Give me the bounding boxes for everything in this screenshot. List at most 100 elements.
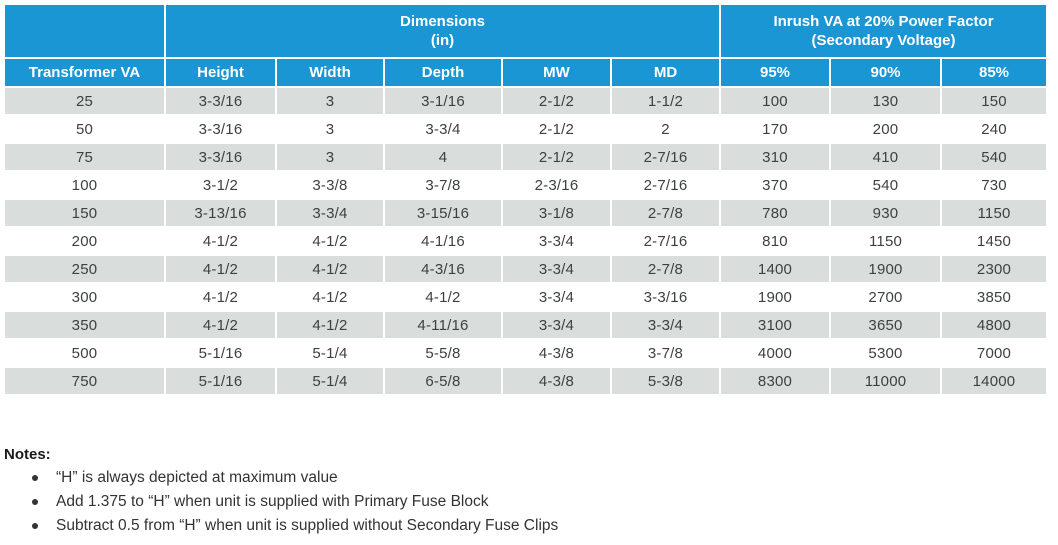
table-cell: 350 xyxy=(5,312,164,338)
table-cell: 1400 xyxy=(721,256,829,282)
table-cell: 4-3/8 xyxy=(503,340,610,366)
table-cell: 540 xyxy=(831,172,940,198)
dimensions-group-line1: Dimensions xyxy=(399,13,486,30)
table-cell: 2-1/2 xyxy=(503,144,610,170)
table-cell: 2-7/16 xyxy=(612,144,719,170)
table-cell: 4-1/2 xyxy=(277,284,383,310)
table-cell: 4-3/8 xyxy=(503,368,610,394)
column-header-height: Height xyxy=(166,59,275,86)
table-header: Dimensions (in) Inrush VA at 20% Power F… xyxy=(5,5,1047,86)
table-cell: 4-1/2 xyxy=(277,256,383,282)
bullet-icon xyxy=(32,475,38,481)
table-body: 25 3-3/16 3 3-1/16 2-1/2 1-1/2 100 130 150 50 3-3/… xyxy=(5,88,1047,394)
table-cell: 1150 xyxy=(942,200,1047,226)
table-cell: 100 xyxy=(721,88,829,114)
table-cell: 410 xyxy=(831,144,940,170)
table-cell: 3-15/16 xyxy=(385,200,501,226)
bullet-icon xyxy=(32,499,38,505)
table-row: 250 4-1/2 4-1/2 4-3/16 3-3/4 2-7/8 1400 1900 230… xyxy=(5,256,1047,282)
table-cell: 3-3/16 xyxy=(166,144,275,170)
table-cell: 370 xyxy=(721,172,829,198)
table-row: 350 4-1/2 4-1/2 4-11/16 3-3/4 3-3/4 3100 3650 48… xyxy=(5,312,1047,338)
table-cell: 3-13/16 xyxy=(166,200,275,226)
table-cell: 3-3/8 xyxy=(277,172,383,198)
table-cell: 4-3/16 xyxy=(385,256,501,282)
table-cell: 1150 xyxy=(831,228,940,254)
table-cell: 1450 xyxy=(942,228,1047,254)
table-cell: 2-7/8 xyxy=(612,256,719,282)
note-item: Add 1.375 to “H” when unit is supplied w… xyxy=(4,490,1004,514)
table-cell: 4 xyxy=(385,144,501,170)
table-cell: 3100 xyxy=(721,312,829,338)
transformer-spec-table: Dimensions (in) Inrush VA at 20% Power F… xyxy=(3,3,1048,396)
column-header-row: Transformer VA Height Width Depth MW MD … xyxy=(5,59,1047,86)
corner-cell xyxy=(5,5,164,57)
table-row: 500 5-1/16 5-1/4 5-5/8 4-3/8 3-7/8 4000 5300 700… xyxy=(5,340,1047,366)
table-cell: 3-3/4 xyxy=(277,200,383,226)
table-cell: 25 xyxy=(5,88,164,114)
table-cell: 2-7/16 xyxy=(612,172,719,198)
table-cell: 50 xyxy=(5,116,164,142)
column-header-mw: MW xyxy=(503,59,610,86)
table-cell: 11000 xyxy=(831,368,940,394)
table-cell: 5-3/8 xyxy=(612,368,719,394)
table-cell: 200 xyxy=(831,116,940,142)
note-item: Subtract 0.5 from “H” when unit is suppl… xyxy=(4,514,1004,538)
notes-section: Notes: “H” is always depicted at maximum… xyxy=(4,446,1004,538)
table-cell: 14000 xyxy=(942,368,1047,394)
table-cell: 4-1/2 xyxy=(166,312,275,338)
table-cell: 7000 xyxy=(942,340,1047,366)
table-cell: 310 xyxy=(721,144,829,170)
inrush-group-header: Inrush VA at 20% Power Factor (Secondary… xyxy=(721,5,1047,57)
column-header-transformer-va: Transformer VA xyxy=(5,59,164,86)
table-row: 25 3-3/16 3 3-1/16 2-1/2 1-1/2 100 130 150 xyxy=(5,88,1047,114)
table-cell: 540 xyxy=(942,144,1047,170)
column-header-depth: Depth xyxy=(385,59,501,86)
table-cell: 500 xyxy=(5,340,164,366)
table-cell: 5-1/4 xyxy=(277,368,383,394)
table-cell: 3-1/8 xyxy=(503,200,610,226)
inrush-group-line2: (Secondary Voltage) xyxy=(811,32,956,49)
table-cell: 8300 xyxy=(721,368,829,394)
table-cell: 4-1/2 xyxy=(166,284,275,310)
notes-title: Notes: xyxy=(4,446,51,463)
table-row: 300 4-1/2 4-1/2 4-1/2 3-3/4 3-3/16 1900 2700 385… xyxy=(5,284,1047,310)
table-cell: 150 xyxy=(5,200,164,226)
table-cell: 3-3/4 xyxy=(385,116,501,142)
table-cell: 4-1/2 xyxy=(385,284,501,310)
table-cell: 4-1/16 xyxy=(385,228,501,254)
column-header-width: Width xyxy=(277,59,383,86)
table-cell: 810 xyxy=(721,228,829,254)
table-cell: 75 xyxy=(5,144,164,170)
column-header-85pct: 85% xyxy=(942,59,1047,86)
table-cell: 3-3/4 xyxy=(503,228,610,254)
table-cell: 170 xyxy=(721,116,829,142)
table-cell: 3-1/16 xyxy=(385,88,501,114)
table-cell: 780 xyxy=(721,200,829,226)
table-cell: 2-1/2 xyxy=(503,116,610,142)
column-header-90pct: 90% xyxy=(831,59,940,86)
table-cell: 3-3/16 xyxy=(166,116,275,142)
table-cell: 3-3/16 xyxy=(612,284,719,310)
table-cell: 4-1/2 xyxy=(277,312,383,338)
table-cell: 5-5/8 xyxy=(385,340,501,366)
table-cell: 250 xyxy=(5,256,164,282)
table-cell: 1900 xyxy=(831,256,940,282)
table-cell: 100 xyxy=(5,172,164,198)
dimensions-group-line2: (in) xyxy=(430,32,455,49)
table-row: 200 4-1/2 4-1/2 4-1/16 3-3/4 2-7/16 810 1150 145… xyxy=(5,228,1047,254)
table-row: 750 5-1/16 5-1/4 6-5/8 4-3/8 5-3/8 8300 11000 14… xyxy=(5,368,1047,394)
notes-list: “H” is always depicted at maximum value A… xyxy=(4,466,1004,538)
table-cell: 3850 xyxy=(942,284,1047,310)
inrush-group-line1: Inrush VA at 20% Power Factor xyxy=(773,13,994,30)
table-cell: 3-1/2 xyxy=(166,172,275,198)
table-cell: 4-1/2 xyxy=(166,228,275,254)
table-row: 100 3-1/2 3-3/8 3-7/8 2-3/16 2-7/16 370 540 730 xyxy=(5,172,1047,198)
table-cell: 3-7/8 xyxy=(612,340,719,366)
table-cell: 4-1/2 xyxy=(277,228,383,254)
table-cell: 4000 xyxy=(721,340,829,366)
table-cell: 200 xyxy=(5,228,164,254)
table-row: 150 3-13/16 3-3/4 3-15/16 3-1/8 2-7/8 780 930 11… xyxy=(5,200,1047,226)
table-cell: 300 xyxy=(5,284,164,310)
